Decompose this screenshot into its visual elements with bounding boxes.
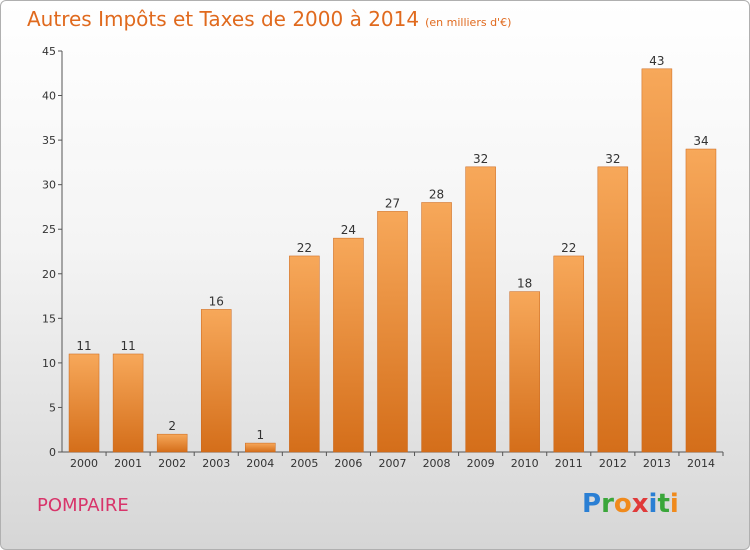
- bar-2005: [289, 255, 320, 453]
- bar-2013: [641, 68, 673, 453]
- bar-2008: [421, 202, 452, 453]
- x-tick-label-2014: 2014: [687, 457, 715, 470]
- chart-bars: [68, 68, 717, 453]
- logo-letter: i: [648, 489, 658, 519]
- y-tick-label: 45: [42, 45, 56, 58]
- data-label-2007: 27: [385, 196, 400, 210]
- data-label-2004: 1: [256, 428, 264, 442]
- x-tick-label-2003: 2003: [202, 457, 230, 470]
- y-tick-label: 10: [42, 357, 56, 370]
- data-label-2003: 16: [209, 294, 224, 308]
- x-tick-label-2005: 2005: [290, 457, 318, 470]
- x-tick-label-2001: 2001: [114, 457, 142, 470]
- bar-2009: [465, 166, 496, 453]
- data-label-2012: 32: [605, 152, 620, 166]
- bar-2003: [200, 309, 232, 453]
- bar-2014: [685, 148, 717, 453]
- data-label-2009: 32: [473, 152, 488, 166]
- x-tick-label-2012: 2012: [599, 457, 627, 470]
- x-tick-label-2010: 2010: [511, 457, 539, 470]
- y-tick-label: 30: [42, 179, 56, 192]
- bar-2012: [597, 166, 629, 453]
- data-label-2002: 2: [168, 419, 176, 433]
- data-label-2005: 22: [297, 241, 312, 255]
- y-tick-label: 20: [42, 268, 56, 281]
- bar-2001: [112, 353, 144, 453]
- data-label-2006: 24: [341, 223, 356, 237]
- logo-letter: P: [582, 489, 602, 519]
- x-tick-label-2004: 2004: [246, 457, 274, 470]
- chart-axes: 0 5 10 15 20 25 30 35 40 45 2000 2001 2002 2003 2004 20…: [42, 45, 724, 470]
- data-label-2001: 11: [120, 339, 135, 353]
- chart-unit: (en milliers d'€): [425, 16, 512, 29]
- logo-letter: r: [601, 489, 614, 519]
- x-tick-label-2013: 2013: [643, 457, 671, 470]
- y-tick-label: 15: [42, 312, 56, 325]
- bar-2006: [333, 237, 364, 453]
- bar-2004: [245, 442, 276, 453]
- x-tick-label-2008: 2008: [423, 457, 451, 470]
- chart-data-labels: 11 11 2 16 1 22 24 27 28 32 18 22 32 43 34: [76, 54, 708, 442]
- data-label-2014: 34: [693, 134, 708, 148]
- bar-2007: [377, 211, 408, 453]
- bar-2011: [553, 255, 585, 453]
- logo-letter: x: [631, 489, 649, 519]
- data-label-2008: 28: [429, 187, 444, 201]
- proxiti-logo: Proxiti: [582, 489, 679, 519]
- commune-name: POMPAIRE: [37, 495, 129, 516]
- x-tick-label-2007: 2007: [379, 457, 407, 470]
- y-tick-label: 35: [42, 134, 56, 147]
- y-tick-label: 25: [42, 223, 56, 236]
- logo-letter: i: [669, 489, 679, 519]
- logo-letter: o: [613, 489, 632, 519]
- logo-letter: t: [657, 489, 670, 519]
- data-label-2010: 18: [517, 277, 532, 291]
- x-tick-label-2009: 2009: [467, 457, 495, 470]
- data-label-2000: 11: [76, 339, 91, 353]
- x-tick-label-2011: 2011: [555, 457, 583, 470]
- bar-2002: [156, 433, 188, 453]
- y-tick-label: 0: [49, 446, 56, 459]
- x-tick-label-2002: 2002: [158, 457, 186, 470]
- bar-2000: [68, 353, 100, 453]
- data-label-2011: 22: [561, 241, 576, 255]
- data-label-2013: 43: [649, 54, 664, 68]
- y-tick-label: 40: [42, 90, 56, 103]
- x-tick-label-2000: 2000: [70, 457, 98, 470]
- x-tick-label-2006: 2006: [334, 457, 362, 470]
- chart-title: Autres Impôts et Taxes de 2000 à 2014 (en…: [27, 7, 511, 31]
- chart-title-text: Autres Impôts et Taxes de 2000 à 2014: [27, 7, 420, 31]
- bar-2010: [509, 291, 540, 453]
- y-tick-label: 5: [49, 401, 56, 414]
